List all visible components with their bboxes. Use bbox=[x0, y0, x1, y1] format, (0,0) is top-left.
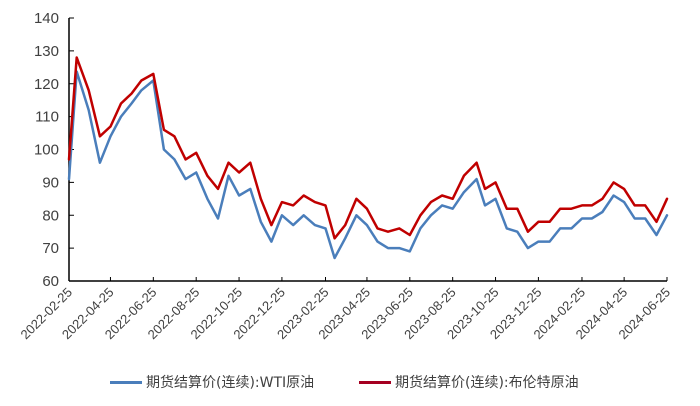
y-tick-label: 90 bbox=[42, 174, 59, 191]
chart-legend: 期货结算价(连续):WTI原油 期货结算价(连续):布伦特原油 bbox=[0, 372, 700, 392]
legend-item-brent: 期货结算价(连续):布伦特原油 bbox=[359, 372, 579, 392]
y-axis: 60 70 80 90 100 110 120 130 140 bbox=[34, 10, 74, 290]
y-tick-label: 120 bbox=[34, 76, 59, 93]
legend-label-wti: 期货结算价(连续):WTI原油 bbox=[146, 375, 315, 391]
x-axis: 2022-02-252022-04-252022-06-252022-08-25… bbox=[17, 277, 673, 342]
y-tick-label: 100 bbox=[34, 142, 59, 159]
legend-swatch-brent bbox=[359, 380, 391, 384]
legend-label-brent: 期货结算价(连续):布伦特原油 bbox=[395, 375, 579, 391]
legend-swatch-wti bbox=[110, 380, 142, 384]
series-layer bbox=[67, 56, 669, 260]
y-tick-label: 70 bbox=[42, 240, 59, 257]
series-line-brent bbox=[67, 56, 669, 240]
chart-plot-area: 60 70 80 90 100 110 120 130 140 2022-02-252022-0… bbox=[17, 10, 673, 342]
y-tick-label: 60 bbox=[42, 273, 59, 290]
series-line-wti bbox=[67, 70, 669, 260]
y-tick-label: 80 bbox=[42, 207, 59, 224]
legend-item-wti: 期货结算价(连续):WTI原油 bbox=[110, 372, 314, 392]
y-tick-label: 110 bbox=[35, 109, 59, 126]
y-tick-label: 140 bbox=[34, 10, 59, 27]
y-tick-label: 130 bbox=[34, 43, 59, 60]
